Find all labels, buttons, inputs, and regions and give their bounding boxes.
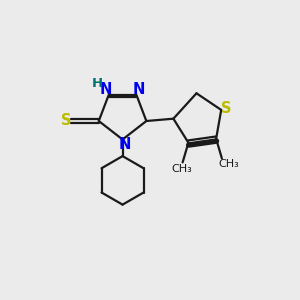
Text: H: H [92, 77, 103, 90]
Text: S: S [221, 101, 232, 116]
Text: N: N [118, 137, 130, 152]
Text: S: S [61, 113, 72, 128]
Text: N: N [133, 82, 146, 97]
Text: CH₃: CH₃ [171, 164, 192, 174]
Text: N: N [100, 82, 112, 97]
Text: CH₃: CH₃ [218, 159, 239, 169]
